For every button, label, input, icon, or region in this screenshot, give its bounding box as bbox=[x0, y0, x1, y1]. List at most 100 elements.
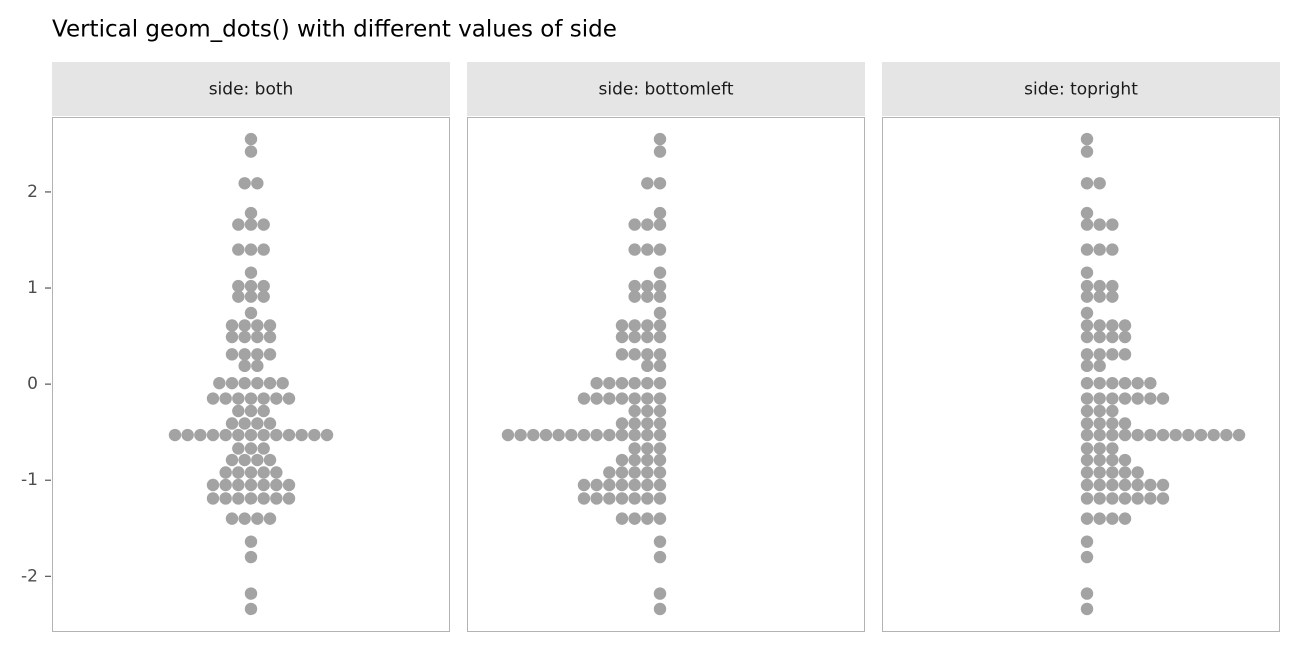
dot bbox=[565, 428, 578, 442]
dot bbox=[1093, 478, 1106, 492]
dot bbox=[1131, 376, 1144, 390]
dot bbox=[206, 492, 220, 505]
dot bbox=[641, 453, 654, 467]
dot bbox=[1118, 492, 1132, 505]
dot bbox=[590, 376, 603, 390]
dot bbox=[1106, 392, 1119, 405]
dot bbox=[244, 132, 258, 146]
dot bbox=[1093, 512, 1106, 525]
dot bbox=[257, 279, 270, 293]
dot bbox=[1080, 330, 1094, 344]
dot bbox=[1080, 466, 1094, 479]
dot bbox=[257, 392, 270, 405]
dot bbox=[257, 466, 270, 479]
dot bbox=[641, 466, 654, 479]
panel bbox=[467, 117, 865, 632]
dot bbox=[238, 512, 251, 525]
dot bbox=[1080, 453, 1094, 467]
dot bbox=[1118, 428, 1132, 442]
dot bbox=[168, 428, 182, 442]
dot bbox=[628, 404, 641, 418]
dot bbox=[1080, 348, 1094, 361]
dot bbox=[514, 428, 527, 442]
dot bbox=[653, 417, 667, 430]
dot bbox=[244, 478, 258, 492]
dot bbox=[232, 392, 245, 405]
dot bbox=[603, 376, 616, 390]
dot bbox=[1093, 404, 1106, 418]
dot bbox=[244, 550, 258, 564]
dot bbox=[213, 376, 226, 390]
dot bbox=[1207, 428, 1220, 442]
dot bbox=[219, 392, 232, 405]
dot bbox=[308, 428, 321, 442]
dot bbox=[1156, 392, 1170, 405]
dot bbox=[628, 442, 641, 455]
dot bbox=[1169, 428, 1182, 442]
dot bbox=[1093, 392, 1106, 405]
dot bbox=[577, 392, 591, 405]
dot bbox=[641, 478, 654, 492]
dot bbox=[1118, 376, 1132, 390]
dot bbox=[244, 306, 258, 320]
dot bbox=[263, 512, 277, 525]
dot bbox=[1093, 442, 1106, 455]
dot bbox=[641, 319, 654, 332]
dot bbox=[641, 359, 654, 373]
dot bbox=[590, 478, 603, 492]
dot bbox=[257, 218, 270, 231]
dot bbox=[1106, 492, 1119, 505]
dot bbox=[1106, 512, 1119, 525]
dot bbox=[653, 279, 667, 293]
dot bbox=[282, 428, 296, 442]
dot bbox=[225, 512, 239, 525]
dot bbox=[1080, 145, 1094, 158]
dot bbox=[1106, 404, 1119, 418]
dot bbox=[238, 348, 251, 361]
dot bbox=[263, 376, 277, 390]
dot bbox=[1080, 359, 1094, 373]
dot bbox=[1080, 290, 1094, 303]
dot bbox=[263, 330, 277, 344]
dot bbox=[653, 550, 667, 564]
dot bbox=[653, 587, 667, 600]
dot bbox=[257, 428, 270, 442]
dot bbox=[628, 512, 641, 525]
y-tick-label: 2 bbox=[27, 182, 38, 202]
strip-label: side: topright bbox=[1024, 80, 1138, 100]
dot bbox=[1080, 428, 1094, 442]
dot bbox=[238, 330, 251, 344]
y-tick-label: 0 bbox=[27, 374, 38, 394]
dot bbox=[244, 266, 258, 279]
dot bbox=[653, 206, 667, 220]
dot bbox=[1118, 319, 1132, 332]
dot bbox=[238, 359, 251, 373]
dot bbox=[1106, 279, 1119, 293]
dot bbox=[232, 442, 245, 455]
dot bbox=[653, 319, 667, 332]
dot bbox=[653, 290, 667, 303]
dot bbox=[232, 218, 245, 231]
dot bbox=[251, 453, 264, 467]
dot bbox=[1106, 428, 1119, 442]
dot bbox=[282, 478, 296, 492]
dot bbox=[653, 266, 667, 279]
dot bbox=[615, 417, 629, 430]
dot bbox=[653, 453, 667, 467]
dot bbox=[244, 428, 258, 442]
dot bbox=[251, 177, 264, 190]
dot bbox=[590, 392, 603, 405]
dot bbox=[244, 602, 258, 616]
dot bbox=[257, 478, 270, 492]
dot bbox=[238, 319, 251, 332]
dot bbox=[181, 428, 194, 442]
dot bbox=[1118, 392, 1132, 405]
dot bbox=[282, 392, 296, 405]
dot bbox=[1220, 428, 1233, 442]
dot bbox=[1106, 290, 1119, 303]
dot bbox=[194, 428, 207, 442]
dot bbox=[1080, 587, 1094, 600]
dot bbox=[1093, 279, 1106, 293]
dot bbox=[1080, 492, 1094, 505]
dot bbox=[1080, 319, 1094, 332]
